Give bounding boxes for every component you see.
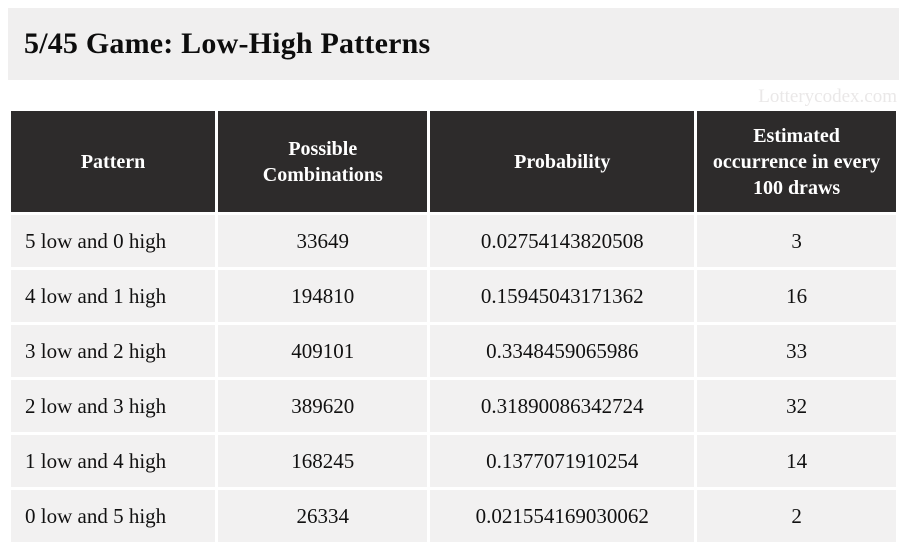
combinations-cell: 33649 bbox=[218, 215, 428, 267]
occurrence-cell: 16 bbox=[697, 270, 896, 322]
occurrence-cell: 33 bbox=[697, 325, 896, 377]
combinations-cell: 168245 bbox=[218, 435, 428, 487]
watermark-bar: Lotterycodex.com bbox=[8, 80, 899, 108]
column-header-estimated-occurrence: Estimated occurrence in every 100 draws bbox=[697, 111, 896, 212]
pattern-cell: 0 low and 5 high bbox=[11, 490, 216, 542]
pattern-cell: 2 low and 3 high bbox=[11, 380, 216, 432]
title-banner: 5/45 Game: Low-High Patterns bbox=[8, 8, 899, 80]
table-row: 1 low and 4 high 168245 0.1377071910254 14 bbox=[11, 435, 896, 487]
table-row: 5 low and 0 high 33649 0.02754143820508 3 bbox=[11, 215, 896, 267]
table-row: 3 low and 2 high 409101 0.3348459065986 33 bbox=[11, 325, 896, 377]
probability-cell: 0.3348459065986 bbox=[430, 325, 695, 377]
occurrence-cell: 3 bbox=[697, 215, 896, 267]
occurrence-cell: 2 bbox=[697, 490, 896, 542]
pattern-cell: 1 low and 4 high bbox=[11, 435, 216, 487]
pattern-cell: 4 low and 1 high bbox=[11, 270, 216, 322]
column-header-probability: Probability bbox=[430, 111, 695, 212]
combinations-cell: 194810 bbox=[218, 270, 428, 322]
table-row: 2 low and 3 high 389620 0.31890086342724 32 bbox=[11, 380, 896, 432]
table-body: 5 low and 0 high 33649 0.02754143820508 3 4 … bbox=[11, 215, 896, 542]
table-row: 4 low and 1 high 194810 0.15945043171362 16 bbox=[11, 270, 896, 322]
probability-cell: 0.1377071910254 bbox=[430, 435, 695, 487]
pattern-cell: 3 low and 2 high bbox=[11, 325, 216, 377]
combinations-cell: 389620 bbox=[218, 380, 428, 432]
column-header-possible-combinations: Possible Combinations bbox=[218, 111, 428, 212]
header-row: Pattern Possible Combinations Probabilit… bbox=[11, 111, 896, 212]
combinations-cell: 26334 bbox=[218, 490, 428, 542]
occurrence-cell: 32 bbox=[697, 380, 896, 432]
probability-cell: 0.31890086342724 bbox=[430, 380, 695, 432]
watermark-text: Lotterycodex.com bbox=[758, 86, 897, 107]
low-high-patterns-table: Pattern Possible Combinations Probabilit… bbox=[8, 108, 899, 545]
combinations-cell: 409101 bbox=[218, 325, 428, 377]
probability-cell: 0.021554169030062 bbox=[430, 490, 695, 542]
table-row: 0 low and 5 high 26334 0.021554169030062 2 bbox=[11, 490, 896, 542]
page-title: 5/45 Game: Low-High Patterns bbox=[24, 27, 431, 60]
occurrence-cell: 14 bbox=[697, 435, 896, 487]
probability-cell: 0.15945043171362 bbox=[430, 270, 695, 322]
column-header-pattern: Pattern bbox=[11, 111, 216, 212]
pattern-cell: 5 low and 0 high bbox=[11, 215, 216, 267]
probability-cell: 0.02754143820508 bbox=[430, 215, 695, 267]
